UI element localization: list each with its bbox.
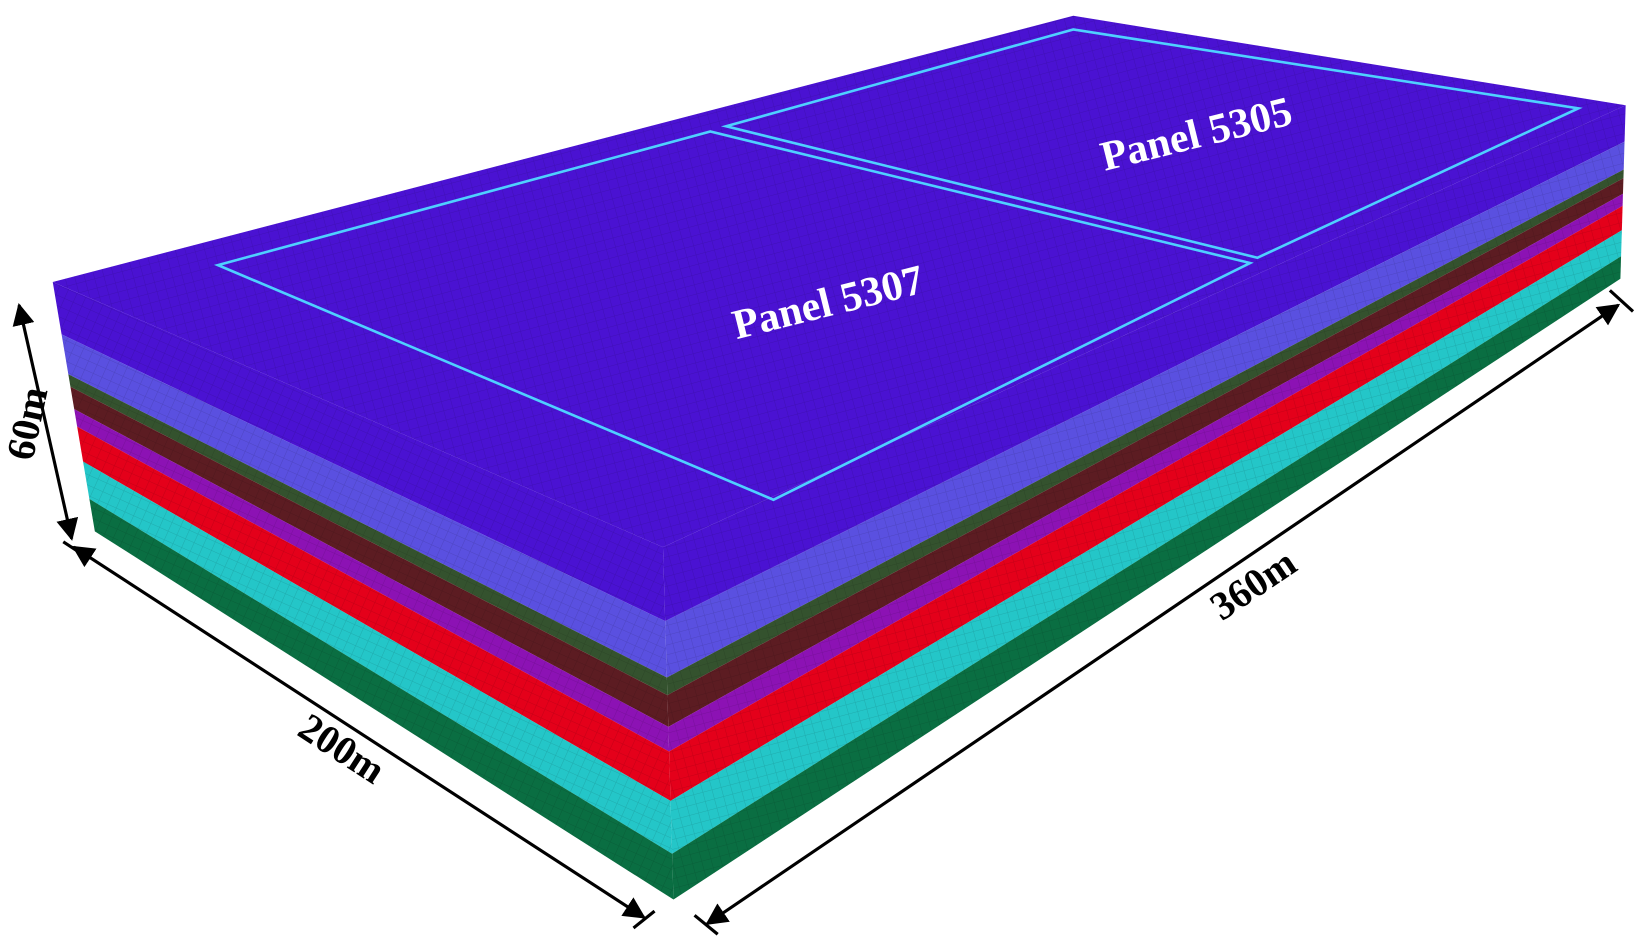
tick <box>1608 289 1635 313</box>
tick <box>62 540 86 557</box>
top-mesh <box>52 15 1626 548</box>
tick <box>693 914 719 936</box>
tick <box>632 909 656 930</box>
panel-outline <box>720 28 1583 260</box>
panel-outline <box>213 130 1254 502</box>
dimension-label: 200m <box>291 704 394 793</box>
dimension-line <box>12 302 79 541</box>
dimension-line <box>705 303 1621 926</box>
dimension-label: 60m <box>0 383 57 464</box>
dimension-line <box>71 545 646 919</box>
